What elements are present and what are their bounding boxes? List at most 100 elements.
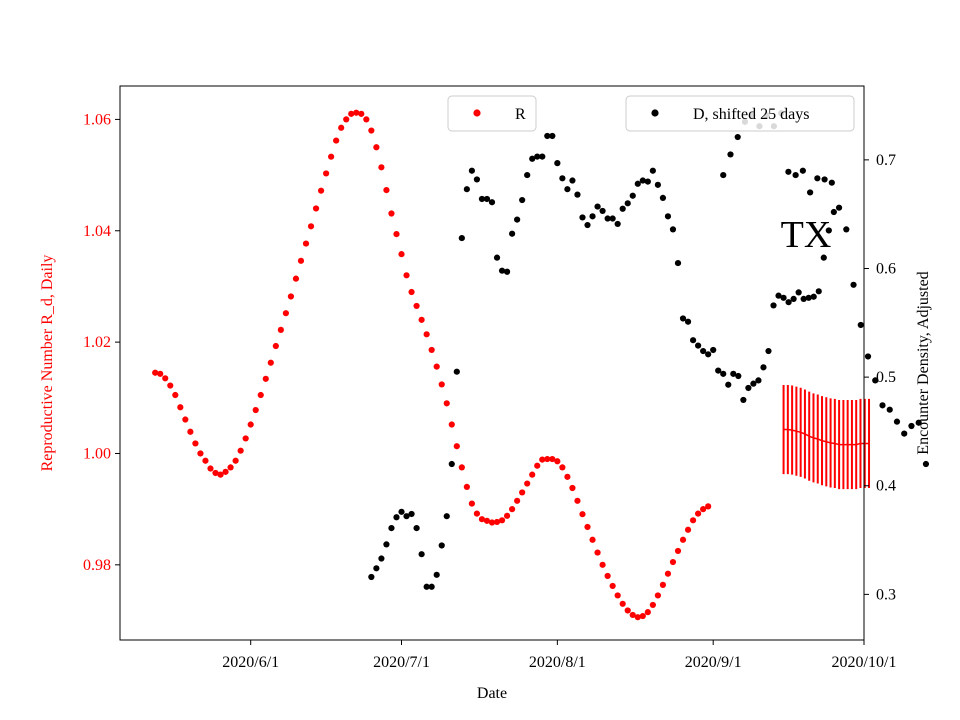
r-point: [267, 359, 274, 366]
right-y-tick-label: 0.4: [876, 478, 896, 495]
r-point: [574, 497, 581, 504]
r-point: [629, 611, 636, 619]
r-point: [247, 421, 254, 428]
d-point: [915, 419, 922, 426]
d-point: [428, 583, 435, 590]
d-point: [790, 295, 797, 303]
r-point: [564, 473, 571, 480]
d-point: [821, 176, 828, 183]
d-point: [544, 132, 551, 140]
d-point: [468, 167, 475, 174]
d-point: [780, 294, 787, 301]
d-point: [740, 396, 747, 404]
r-point: [187, 428, 194, 435]
d-point: [857, 321, 864, 329]
d-point: [388, 525, 395, 532]
r-point: [569, 484, 576, 492]
r-point: [312, 205, 320, 212]
r-point: [599, 561, 606, 568]
d-point: [438, 542, 445, 549]
r-point: [488, 519, 496, 526]
legend-d-marker: [651, 109, 659, 117]
d-point: [408, 510, 415, 518]
r-point: [498, 517, 506, 524]
d-point: [659, 194, 667, 201]
d-point: [413, 525, 420, 532]
d-point: [483, 195, 491, 203]
x-tick-label: 2020/7/1: [373, 654, 430, 671]
r-point: [554, 458, 561, 465]
d-point: [418, 551, 425, 558]
r-point: [453, 443, 460, 450]
r-point: [619, 600, 626, 607]
r-point: [468, 500, 475, 507]
r-point: [433, 363, 440, 370]
d-point: [750, 380, 757, 387]
d-point: [814, 175, 821, 182]
r-point: [388, 210, 395, 217]
r-point: [669, 558, 677, 566]
r-point: [649, 601, 656, 609]
r-point: [287, 293, 295, 300]
r-point: [443, 400, 450, 407]
d-point: [807, 189, 814, 196]
r-point: [448, 421, 455, 428]
d-point: [448, 460, 455, 468]
left-y-tick-label: 1.00: [83, 445, 111, 462]
d-point: [864, 353, 872, 360]
r-point: [237, 447, 244, 454]
d-point: [398, 508, 405, 515]
legend-r-marker: [473, 109, 481, 117]
r-point: [328, 153, 335, 160]
r-point: [408, 288, 415, 296]
d-point: [619, 205, 626, 212]
r-point: [689, 517, 697, 524]
d-point: [599, 207, 606, 215]
r-point: [639, 612, 646, 620]
d-point: [879, 402, 886, 409]
r-point: [343, 116, 350, 123]
d-point: [720, 171, 727, 179]
d-point: [488, 199, 496, 206]
forecast-band: [782, 384, 871, 490]
r-point: [333, 137, 340, 144]
d-point: [378, 555, 385, 562]
d-point: [792, 171, 799, 179]
r-point: [368, 127, 375, 134]
r-point: [503, 512, 511, 519]
d-point: [564, 186, 571, 193]
r-point: [378, 164, 385, 171]
r-point: [383, 187, 390, 194]
r-point: [232, 457, 239, 464]
right-y-tick-label: 0.6: [876, 260, 896, 277]
r-point: [614, 592, 621, 599]
d-point: [639, 177, 646, 184]
r-point: [423, 331, 430, 338]
d-point: [720, 370, 727, 377]
r-point: [438, 381, 445, 388]
r-point: [167, 382, 174, 389]
right-y-tick-label: 0.3: [876, 586, 896, 603]
r-point: [634, 614, 641, 621]
d-point: [872, 377, 879, 384]
d-point: [423, 583, 430, 590]
r-point: [307, 223, 315, 230]
r-point: [674, 547, 682, 555]
d-point: [453, 368, 460, 375]
r-point: [534, 462, 541, 469]
legend-r-box: [447, 95, 537, 132]
r-point: [529, 471, 536, 478]
r-point: [483, 517, 491, 524]
r-point: [705, 503, 712, 510]
r-point: [217, 471, 224, 478]
d-point: [922, 460, 930, 468]
r-point: [403, 272, 410, 279]
d-point: [785, 299, 792, 306]
r-point: [609, 582, 616, 590]
r-point: [297, 257, 305, 264]
d-point: [368, 573, 375, 581]
d-point: [775, 292, 782, 299]
left-y-axis-ticks: 0.98 1.00 1.02 1.04 1.06: [83, 111, 120, 574]
r-point: [539, 456, 546, 463]
